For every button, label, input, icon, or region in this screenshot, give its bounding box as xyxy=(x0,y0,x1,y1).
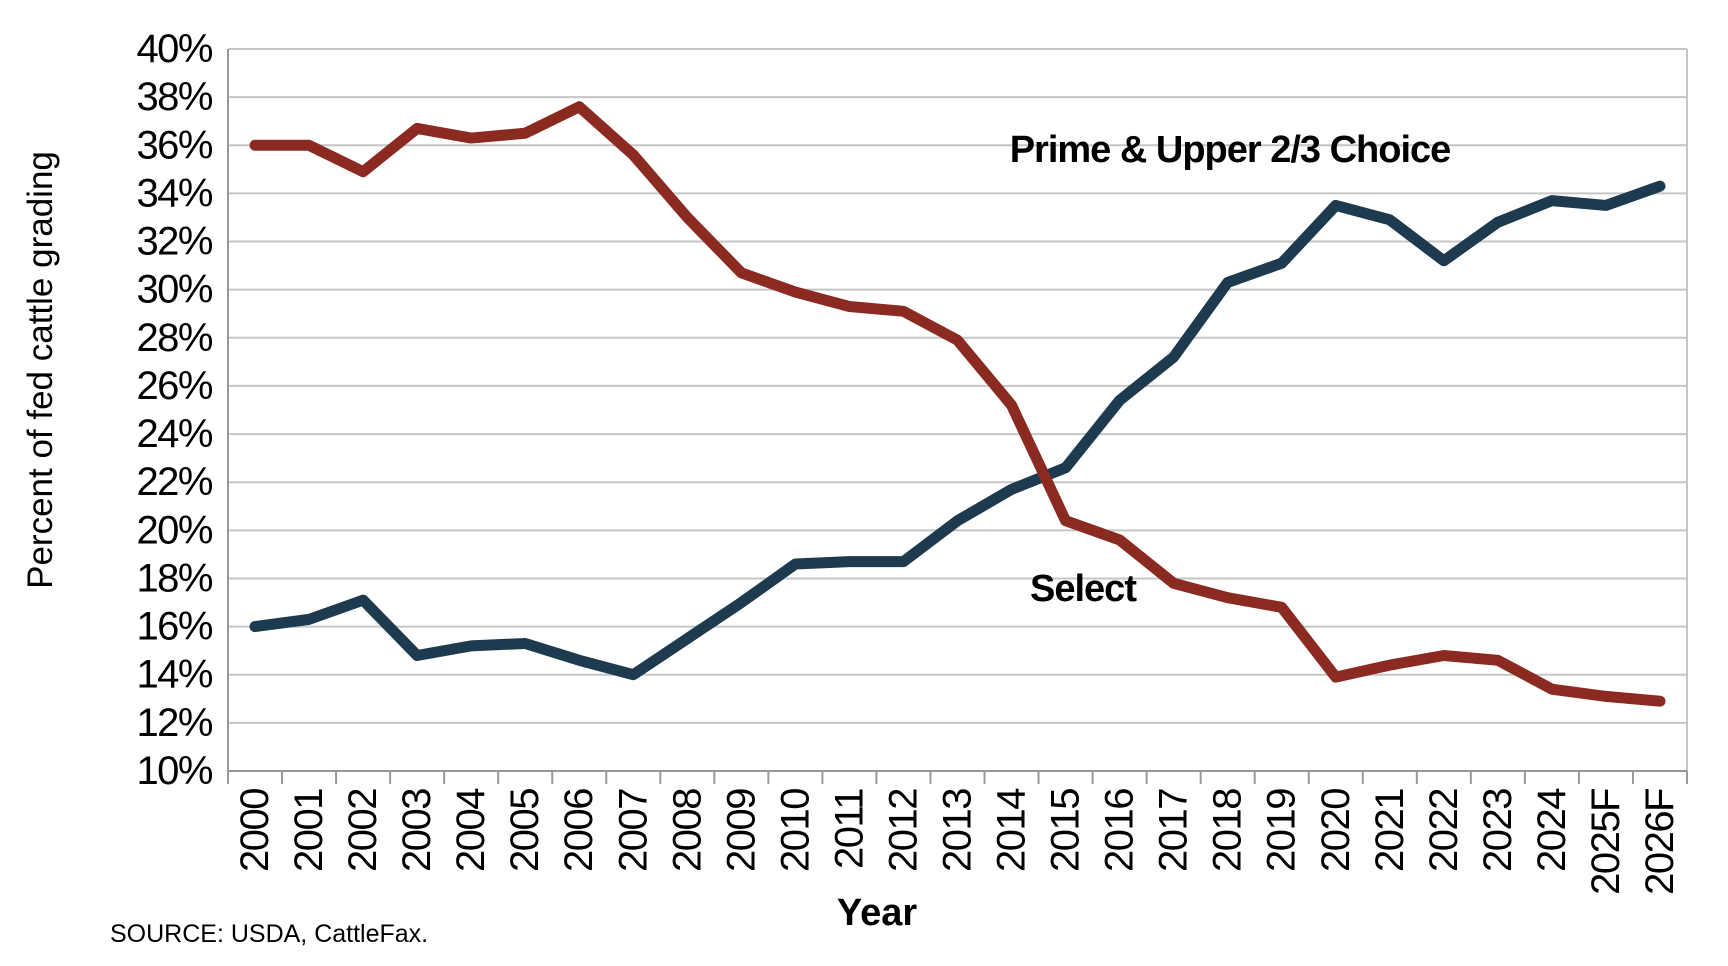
x-tick-label-2008: 2008 xyxy=(665,789,709,872)
x-tick-label-2000: 2000 xyxy=(233,789,277,872)
y-tick-label-18%: 18% xyxy=(136,556,212,600)
x-tick-label-2004: 2004 xyxy=(449,788,493,872)
y-tick-label-38%: 38% xyxy=(136,75,212,119)
x-tick-label-2011: 2011 xyxy=(827,789,871,869)
x-tick-label-2021: 2021 xyxy=(1368,789,1412,872)
x-tick-label-2020: 2020 xyxy=(1314,789,1358,872)
x-tick-label-2018: 2018 xyxy=(1206,789,1250,872)
axes xyxy=(227,49,1688,784)
x-tick-label-2015: 2015 xyxy=(1044,789,1088,872)
x-tick-label-2001: 2001 xyxy=(287,789,331,872)
y-tick-label-22%: 22% xyxy=(136,460,212,504)
y-tick-label-20%: 20% xyxy=(136,508,212,552)
x-tick-label-2017: 2017 xyxy=(1152,789,1196,872)
y-tick-label-12%: 12% xyxy=(136,701,212,745)
x-tick-label-2014: 2014 xyxy=(990,788,1034,872)
x-tick-label-2025F: 2025F xyxy=(1584,789,1628,895)
prime-upper-choice-line xyxy=(249,180,1666,681)
gridlines xyxy=(228,48,1688,772)
x-tick-label-2003: 2003 xyxy=(395,789,439,872)
y-tick-label-24%: 24% xyxy=(136,412,212,456)
x-tick-label-2024: 2024 xyxy=(1530,788,1574,872)
select-series-label: Select xyxy=(1030,568,1137,610)
x-tick-label-2013: 2013 xyxy=(936,789,980,872)
y-tick-label-10%: 10% xyxy=(136,749,212,793)
x-tick-label-2010: 2010 xyxy=(773,789,817,872)
x-tick-label-2026F: 2026F xyxy=(1638,789,1682,895)
y-tick-label-16%: 16% xyxy=(136,605,212,649)
x-tick-label-2006: 2006 xyxy=(557,789,601,872)
x-axis-tick-labels: 2000 2001 2002 2003 2004 2005 2006 2007 2008 2009… xyxy=(233,788,1682,895)
prime-series-label: Prime & Upper 2/3 Choice xyxy=(1010,129,1451,171)
x-tick-label-2012: 2012 xyxy=(881,789,925,872)
x-tick-label-2002: 2002 xyxy=(341,789,385,872)
x-tick-label-2022: 2022 xyxy=(1422,789,1466,872)
x-axis-title: Year xyxy=(837,892,918,934)
series-lines xyxy=(249,101,1666,707)
y-tick-label-32%: 32% xyxy=(136,220,212,264)
y-tick-label-26%: 26% xyxy=(136,364,212,408)
x-tick-label-2019: 2019 xyxy=(1260,789,1304,872)
select-line xyxy=(249,101,1666,707)
x-tick-label-2016: 2016 xyxy=(1098,789,1142,872)
y-tick-label-36%: 36% xyxy=(136,123,212,167)
y-tick-label-28%: 28% xyxy=(136,316,212,360)
y-tick-label-40%: 40% xyxy=(136,27,212,71)
x-tick-label-2009: 2009 xyxy=(719,789,763,872)
y-tick-label-30%: 30% xyxy=(136,268,212,312)
source-note: SOURCE: USDA, CattleFax. xyxy=(110,920,428,948)
y-tick-label-14%: 14% xyxy=(136,653,212,697)
y-axis-title: Percent of fed cattle grading xyxy=(21,151,60,589)
y-tick-label-34%: 34% xyxy=(136,171,212,215)
x-tick-label-2005: 2005 xyxy=(503,789,547,872)
x-tick-label-2007: 2007 xyxy=(611,789,655,872)
y-axis-tick-labels: 10%12%14%16%18%20%22%24%26%28%30%32%34%3… xyxy=(136,27,214,793)
x-tick-label-2023: 2023 xyxy=(1476,789,1520,872)
